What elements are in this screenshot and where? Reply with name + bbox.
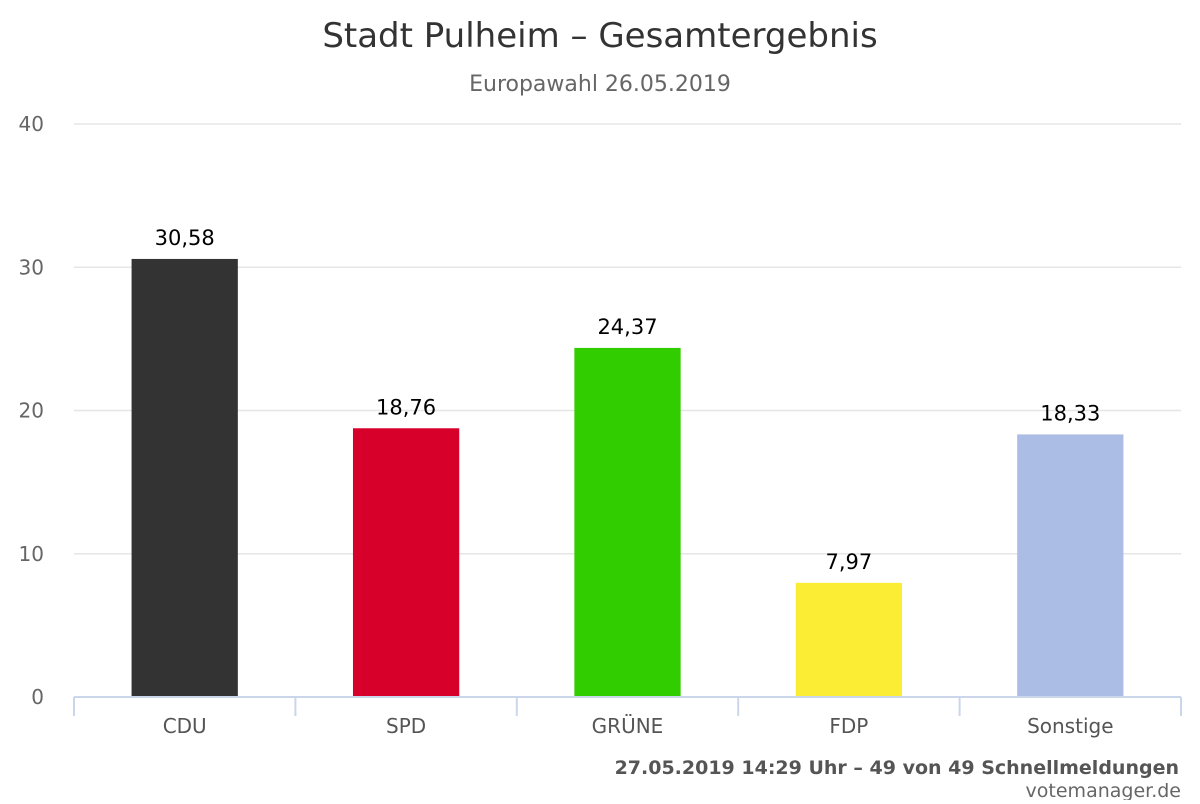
x-tick-label: FDP	[829, 714, 868, 738]
data-label: 18,33	[1040, 401, 1100, 425]
data-label: 7,97	[826, 550, 873, 574]
bars	[131, 258, 1124, 697]
x-tick-label: SPD	[386, 714, 426, 738]
y-tick-label: 30	[19, 255, 44, 279]
bar-fdp[interactable]	[795, 582, 903, 697]
x-tick-label: CDU	[163, 714, 207, 738]
y-tick-label: 20	[19, 399, 44, 423]
chart-title: Stadt Pulheim – Gesamtergebnis	[322, 16, 877, 56]
y-tick-label: 0	[31, 685, 44, 709]
bar-cdu[interactable]	[131, 258, 238, 697]
chart-subtitle: Europawahl 26.05.2019	[469, 72, 731, 97]
data-labels: 30,58 18,76 24,37 7,97 18,33	[155, 226, 1101, 574]
bar-grüne[interactable]	[574, 347, 681, 697]
data-label: 24,37	[597, 315, 657, 339]
y-tick-label: 10	[19, 542, 44, 566]
y-tick-label: 40	[19, 112, 44, 136]
footer-credit-link[interactable]: votemanager.de	[1026, 780, 1181, 802]
data-label: 30,58	[155, 226, 215, 250]
bar-sonstige[interactable]	[1017, 434, 1124, 697]
x-tick-label: GRÜNE	[592, 714, 664, 738]
y-axis-tick-labels: 0 10 20 30 40	[19, 112, 44, 709]
x-tick-label: Sonstige	[1027, 714, 1113, 738]
bar-spd[interactable]	[352, 428, 460, 697]
data-label: 18,76	[376, 395, 436, 419]
x-axis: CDU SPD GRÜNE FDP Sonstige	[73, 696, 1182, 738]
footer-status: 27.05.2019 14:29 Uhr – 49 von 49 Schnell…	[615, 757, 1179, 779]
